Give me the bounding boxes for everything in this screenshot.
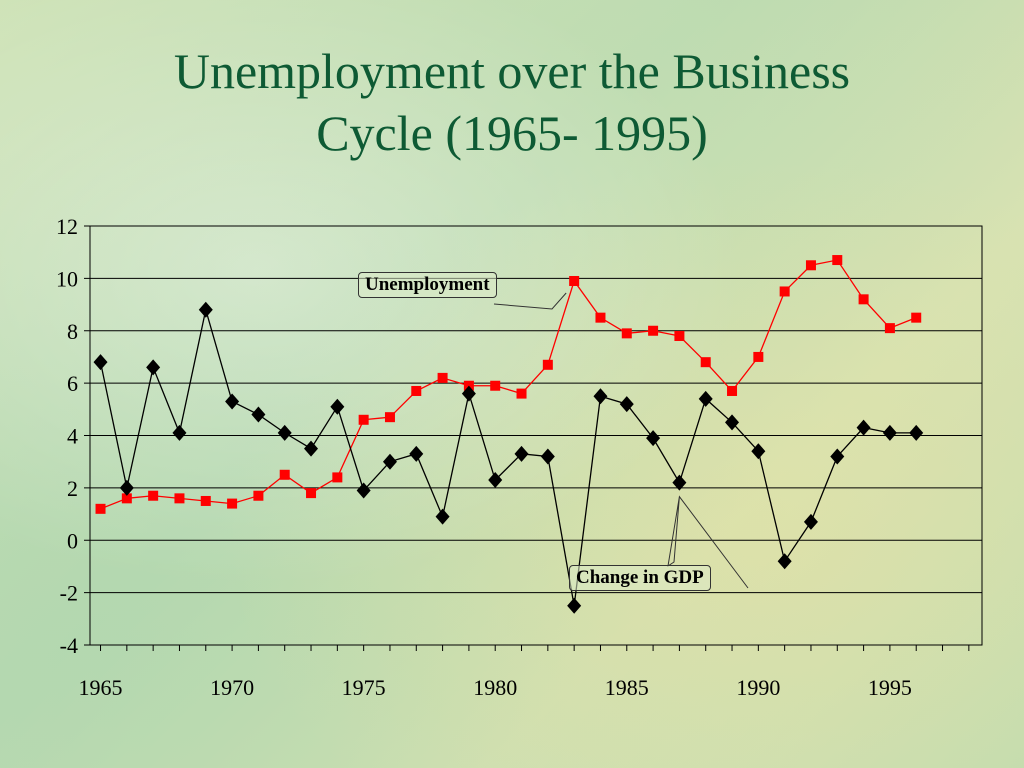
change-in-gdp-point xyxy=(382,453,397,470)
y-tick-label: 4 xyxy=(67,424,78,449)
change-in-gdp-point xyxy=(488,472,503,489)
change-in-gdp-point xyxy=(514,445,529,462)
gdp-annotation: Change in GDP xyxy=(569,565,711,591)
unemployment-point xyxy=(332,472,343,483)
unemployment-point xyxy=(358,414,369,425)
change-in-gdp-point xyxy=(751,443,766,460)
unemployment-point xyxy=(621,328,632,339)
unemployment-point xyxy=(200,495,211,506)
unemployment-point xyxy=(805,260,816,271)
unemployment-leader-line xyxy=(493,292,567,310)
x-tick-label: 1975 xyxy=(342,675,386,700)
unemployment-point xyxy=(595,312,606,323)
change-in-gdp-point xyxy=(435,508,450,525)
unemployment-point xyxy=(253,490,264,501)
change-in-gdp-point xyxy=(93,354,108,371)
unemployment-point xyxy=(95,503,106,514)
x-tick-label: 1985 xyxy=(605,675,649,700)
change-in-gdp-point xyxy=(540,448,555,465)
y-tick-label: 12 xyxy=(56,214,78,239)
unemployment-point xyxy=(674,330,685,341)
change-in-gdp-point xyxy=(409,445,424,462)
unemployment-point xyxy=(384,412,395,423)
change-in-gdp-point xyxy=(856,419,871,436)
unemployment-point xyxy=(753,351,764,362)
change-in-gdp-point xyxy=(356,482,371,499)
unemployment-point xyxy=(569,275,580,286)
change-in-gdp-point xyxy=(172,424,187,441)
unemployment-point xyxy=(306,488,317,499)
x-tick-label: 1980 xyxy=(473,675,517,700)
unemployment-point xyxy=(542,359,553,370)
x-tick-label: 1990 xyxy=(736,675,780,700)
unemployment-point xyxy=(411,385,422,396)
unemployment-point xyxy=(279,469,290,480)
unemployment-point xyxy=(727,385,738,396)
unemployment-point xyxy=(911,312,922,323)
y-tick-label: 0 xyxy=(67,528,78,553)
y-tick-label: 2 xyxy=(67,476,78,501)
change-in-gdp-point xyxy=(909,424,924,441)
unemployment-point xyxy=(858,294,869,305)
unemployment-point xyxy=(490,380,501,391)
change-in-gdp-point xyxy=(225,393,240,410)
x-tick-label: 1995 xyxy=(868,675,912,700)
unemployment-point xyxy=(516,388,527,399)
change-in-gdp-point xyxy=(882,424,897,441)
unemployment-point xyxy=(437,372,448,383)
change-in-gdp-line xyxy=(99,309,917,606)
y-tick-label: -2 xyxy=(60,581,78,606)
unemployment-line xyxy=(100,259,917,510)
change-in-gdp-point xyxy=(619,396,634,413)
change-in-gdp-point xyxy=(567,597,582,614)
change-in-gdp-point xyxy=(277,424,292,441)
y-tick-label: 6 xyxy=(67,371,78,396)
unemployment-point xyxy=(884,323,895,334)
change-in-gdp-point xyxy=(830,448,845,465)
x-tick-label: 1965 xyxy=(79,675,123,700)
change-in-gdp-point xyxy=(777,553,792,570)
unemployment-point xyxy=(832,255,843,266)
unemployment-point xyxy=(174,493,185,504)
unemployment-annotation: Unemployment xyxy=(358,272,497,298)
change-in-gdp-point xyxy=(672,474,687,491)
y-tick-label: 10 xyxy=(56,266,78,291)
y-tick-label: 8 xyxy=(67,319,78,344)
x-tick-label: 1970 xyxy=(210,675,254,700)
change-in-gdp-point xyxy=(119,479,134,496)
change-in-gdp-point xyxy=(304,440,319,457)
change-in-gdp-point xyxy=(646,430,661,447)
change-in-gdp-point xyxy=(330,398,345,415)
change-in-gdp-point xyxy=(461,385,476,402)
change-in-gdp-point xyxy=(198,301,213,318)
unemployment-point xyxy=(648,325,659,336)
unemployment-point xyxy=(148,490,159,501)
y-tick-label: -4 xyxy=(60,633,78,658)
unemployment-point xyxy=(227,498,238,509)
slide-title-line-2: Cycle (1965- 1995) xyxy=(316,105,708,161)
slide-title-line-1: Unemployment over the Business xyxy=(173,43,851,99)
change-in-gdp-point xyxy=(698,390,713,407)
slide-title: Unemployment over the Business Cycle (19… xyxy=(0,40,1024,164)
unemployment-point xyxy=(779,286,790,297)
unemployment-point xyxy=(121,493,132,504)
change-in-gdp-point xyxy=(146,359,161,376)
change-in-gdp-point xyxy=(725,414,740,431)
unemployment-point xyxy=(700,357,711,368)
change-in-gdp-point xyxy=(251,406,266,423)
change-in-gdp-point xyxy=(803,513,818,530)
change-in-gdp-point xyxy=(593,388,608,405)
